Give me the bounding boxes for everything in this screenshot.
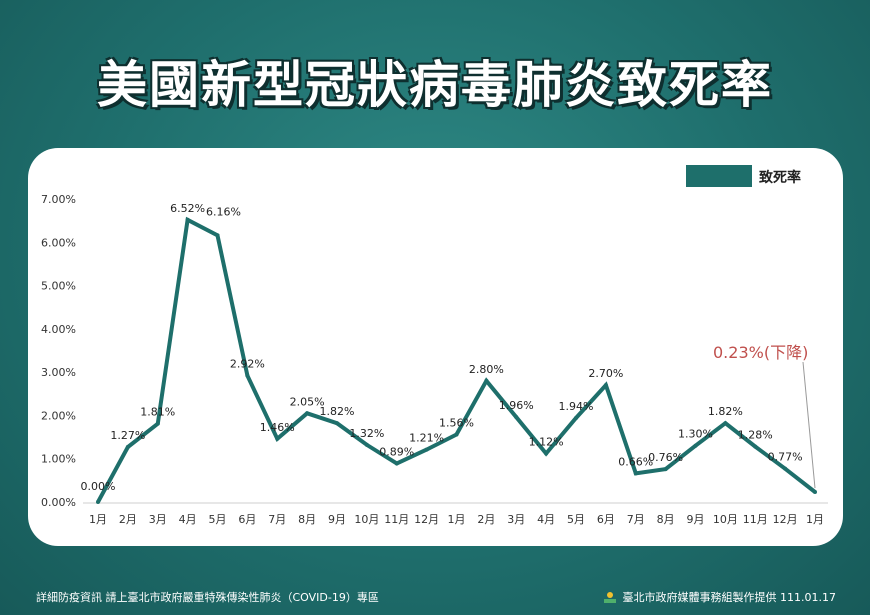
- legend-swatch: [686, 165, 752, 187]
- x-tick-label: 3月: [507, 513, 525, 526]
- x-tick-label: 4月: [179, 513, 197, 526]
- data-label: 6.16%: [206, 205, 241, 218]
- x-tick-label: 2月: [477, 513, 495, 526]
- x-tick-label: 6月: [597, 513, 615, 526]
- data-point: [364, 442, 369, 447]
- page-title: 美國新型冠狀病毒肺炎致死率: [97, 56, 773, 114]
- x-tick-label: 5月: [567, 513, 585, 526]
- x-tick-label: 1月: [89, 513, 107, 526]
- data-point: [185, 217, 190, 222]
- data-point: [603, 383, 608, 388]
- x-tick-label: 3月: [149, 513, 167, 526]
- data-label: 1.81%: [140, 406, 175, 419]
- y-tick-label: 0.00%: [41, 496, 76, 509]
- chart-card: 0.00% 1.00% 2.00% 3.00% 4.00% 5.00% 6.00% 7.00%…: [28, 148, 843, 546]
- data-label: 1.56%: [439, 416, 474, 429]
- y-tick-label: 3.00%: [41, 366, 76, 379]
- data-label: 2.70%: [588, 367, 623, 380]
- data-label: 1.21%: [409, 432, 444, 445]
- data-label: 0.00%: [81, 480, 116, 493]
- data-point: [155, 421, 160, 426]
- data-label: 1.27%: [110, 429, 145, 442]
- x-tick-label: 9月: [687, 513, 705, 526]
- x-tick-label: 10月: [354, 513, 379, 526]
- data-point: [514, 415, 519, 420]
- data-label: 1.30%: [678, 428, 713, 441]
- data-point: [663, 467, 668, 472]
- data-point: [305, 411, 310, 416]
- x-tick-label: 7月: [268, 513, 286, 526]
- y-tick-label: 4.00%: [41, 323, 76, 336]
- data-point: [753, 444, 758, 449]
- data-label: 0.66%: [618, 455, 653, 468]
- data-point: [484, 378, 489, 383]
- data-point: [245, 373, 250, 378]
- x-tick-label: 1月: [806, 513, 824, 526]
- data-point: [783, 466, 788, 471]
- callout-leader-line: [802, 361, 816, 489]
- y-tick-label: 7.00%: [41, 193, 76, 206]
- legend-label: 致死率: [759, 169, 801, 186]
- x-tick-label: 4月: [537, 513, 555, 526]
- data-label: 1.28%: [738, 429, 773, 442]
- data-label: 0.76%: [648, 451, 683, 464]
- data-point: [454, 432, 459, 437]
- data-point: [813, 490, 817, 495]
- data-point: [723, 421, 728, 426]
- data-label: 6.52%: [170, 202, 205, 215]
- data-label: 1.12%: [529, 436, 564, 449]
- y-tick-label: 2.00%: [41, 409, 76, 422]
- footer-credit-text: 臺北市政府媒體事務組製作提供 111.01.17: [622, 591, 836, 604]
- y-tick-label: 1.00%: [41, 453, 76, 466]
- x-tick-label: 9月: [328, 513, 346, 526]
- x-tick-label: 2月: [119, 513, 137, 526]
- x-tick-label: 11月: [384, 513, 409, 526]
- data-point: [275, 436, 280, 441]
- data-point: [96, 500, 100, 504]
- footer-credit: 臺北市政府媒體事務組製作提供 111.01.17: [603, 589, 836, 605]
- data-label: 1.82%: [320, 405, 355, 418]
- series-line: [96, 216, 817, 503]
- data-point: [394, 461, 399, 466]
- data-label: 1.32%: [349, 427, 384, 440]
- y-tick-label: 6.00%: [41, 236, 76, 249]
- data-point: [693, 443, 698, 448]
- data-point: [544, 451, 549, 456]
- data-label: 2.05%: [290, 395, 325, 408]
- data-point: [633, 471, 638, 476]
- x-tick-label: 12月: [414, 513, 439, 526]
- x-tick-label: 6月: [238, 513, 256, 526]
- data-label: 1.94%: [559, 400, 594, 413]
- data-point: [424, 447, 429, 452]
- x-tick-label: 12月: [773, 513, 798, 526]
- data-point: [125, 445, 130, 450]
- data-label: 1.46%: [260, 421, 295, 434]
- callout-annotation: 0.23%(下降): [713, 343, 808, 362]
- x-tick-label: 8月: [657, 513, 675, 526]
- taipei-logo-icon: [603, 592, 616, 603]
- y-tick-label: 5.00%: [41, 280, 76, 293]
- line-chart: 0.00% 1.00% 2.00% 3.00% 4.00% 5.00% 6.00% 7.00%…: [41, 165, 828, 526]
- data-point: [574, 416, 578, 421]
- data-point: [215, 233, 220, 238]
- x-tick-label: 5月: [209, 513, 227, 526]
- data-label: 2.92%: [230, 358, 265, 371]
- x-tick-label: 7月: [627, 513, 645, 526]
- data-point: [335, 421, 339, 426]
- data-label: 0.89%: [379, 445, 414, 458]
- x-tick-label: 1月: [448, 513, 466, 526]
- x-tick-label: 10月: [713, 513, 738, 526]
- x-tick-label: 11月: [743, 513, 768, 526]
- x-tick-label: 8月: [298, 513, 316, 526]
- data-label: 2.80%: [469, 363, 504, 376]
- data-label: 0.77%: [768, 451, 803, 464]
- footer-info-text: 詳細防疫資訊 請上臺北市政府嚴重特殊傳染性肺炎（COVID-19）專區: [36, 591, 379, 604]
- data-label: 1.82%: [708, 405, 743, 418]
- data-label: 1.96%: [499, 399, 534, 412]
